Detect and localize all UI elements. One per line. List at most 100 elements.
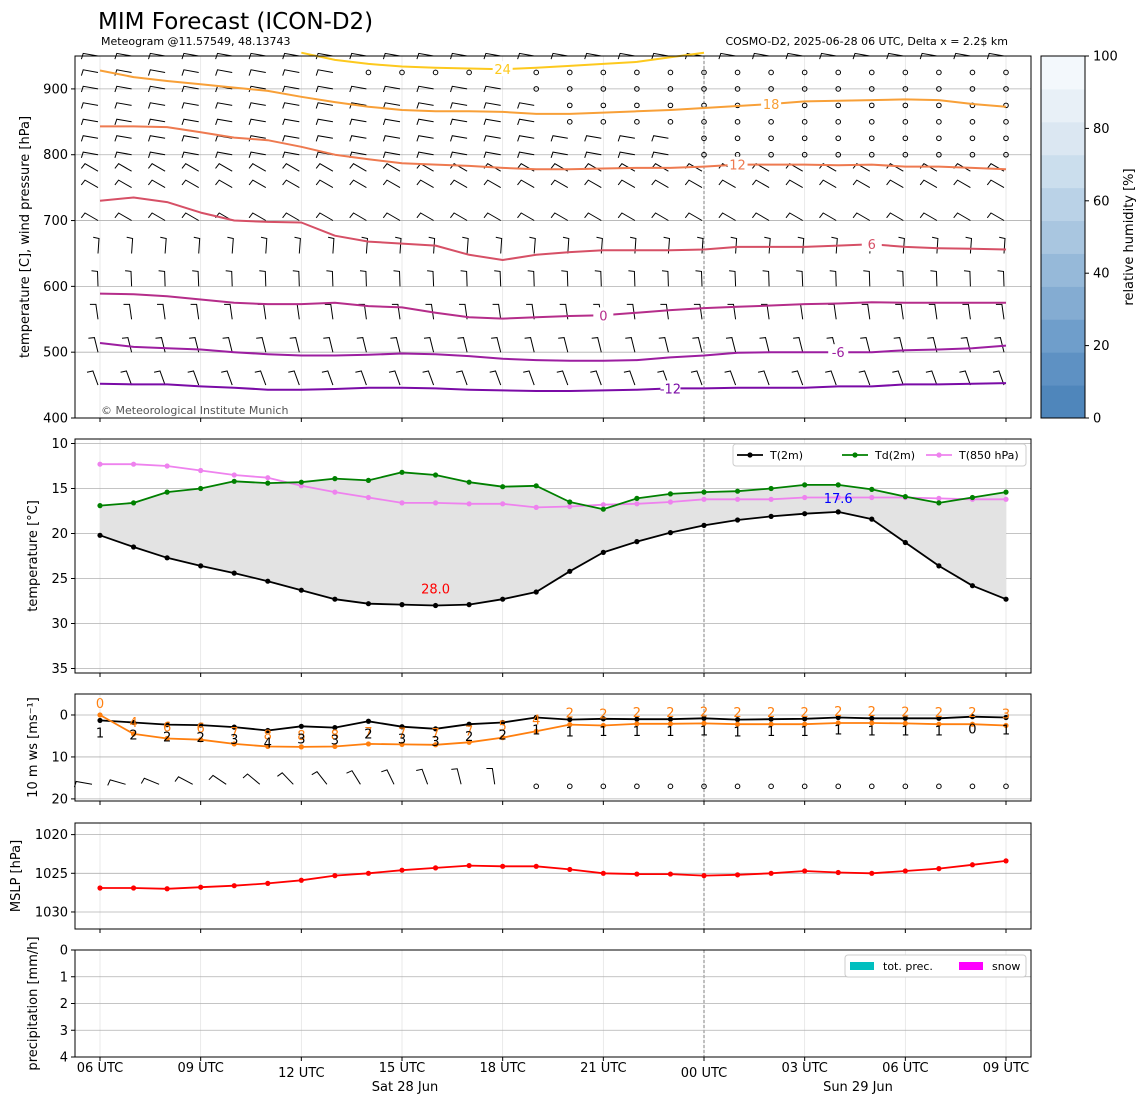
wind-barb <box>852 52 870 60</box>
gust-point <box>600 722 606 729</box>
mean-value-label: 1 <box>96 726 104 741</box>
calm-wind-marker <box>1003 119 1009 125</box>
gust-value-label: 2 <box>901 705 909 720</box>
ytick-label: 4 <box>60 1051 68 1066</box>
wind-barb <box>663 236 671 254</box>
gust-point <box>835 720 841 726</box>
mslp-point <box>600 870 606 876</box>
wind-barb <box>919 212 938 221</box>
calm-wind-marker <box>634 783 640 790</box>
wind-barb <box>242 773 261 785</box>
wind-barb <box>986 179 1005 189</box>
calm-wind-marker <box>600 102 607 109</box>
series-point-2 <box>802 494 808 501</box>
wind-barb <box>382 52 401 60</box>
wind-barb <box>382 163 401 172</box>
wind-barb <box>550 212 569 221</box>
calm-wind-marker <box>768 135 774 142</box>
wind-barb <box>684 52 703 60</box>
wind-barb <box>148 179 166 189</box>
colorbar-tick-label: 100 <box>1093 50 1118 65</box>
wind-barb <box>148 118 166 126</box>
mean-value-label: 3 <box>331 734 339 749</box>
wind-barb <box>248 151 266 158</box>
ytick-label: 10 <box>51 437 68 452</box>
wind-barb <box>93 236 100 254</box>
wind-barb <box>315 85 333 93</box>
wind-barb <box>724 370 737 386</box>
calm-wind-marker <box>868 119 875 125</box>
mean-value-label: 1 <box>868 724 876 739</box>
calm-wind-marker <box>902 783 909 790</box>
legend-entry: T(2m) <box>769 449 803 462</box>
wind-barb <box>259 270 267 287</box>
wind-barb <box>215 52 233 60</box>
gust-value-label: 7 <box>465 724 473 739</box>
wind-barb <box>928 303 938 320</box>
mslp-point <box>399 867 405 873</box>
wind-barb <box>181 135 199 142</box>
calm-wind-marker <box>1003 783 1009 790</box>
mean-value-label: 2 <box>163 731 171 746</box>
calm-wind-marker <box>868 151 875 158</box>
wind-barb <box>282 135 300 142</box>
series-point-0 <box>533 589 539 595</box>
gust-value-label: 8 <box>331 728 339 743</box>
gust-value-label: 8 <box>297 729 305 744</box>
series-point-0 <box>902 539 908 546</box>
wind-barb <box>550 151 568 158</box>
wind-barb <box>953 179 971 189</box>
wind-barb <box>148 163 166 172</box>
gust-point <box>1003 722 1009 729</box>
wind-barb <box>886 52 904 60</box>
calm-wind-marker <box>868 783 875 790</box>
series-point-0 <box>634 539 640 545</box>
panel-upper_air: 400 500 600 700 800 900 temperature [C], wind … <box>18 52 1032 427</box>
mean-wind-point <box>265 727 271 734</box>
calm-wind-marker <box>969 783 976 790</box>
calm-wind-marker <box>701 135 707 142</box>
mean-value-label: 0 <box>968 723 976 738</box>
wind-barb <box>248 212 267 221</box>
series-point-1 <box>466 479 472 485</box>
wind-barb <box>651 212 669 221</box>
wind-barb <box>282 52 300 60</box>
calm-wind-marker <box>566 69 573 76</box>
wind-barb <box>483 179 501 189</box>
wind-barb <box>225 270 233 287</box>
isotherm-label: 24 <box>494 63 511 78</box>
isotherm-6 <box>99 196 1007 261</box>
series-point-2 <box>567 503 573 510</box>
wind-barb <box>861 303 871 320</box>
wind-barb <box>315 118 333 126</box>
gust-point <box>432 742 439 748</box>
wind-barb <box>181 163 199 172</box>
legend-entry: T(850 hPa) <box>958 449 1019 462</box>
calm-wind-marker <box>969 151 976 158</box>
mslp-point <box>432 865 439 871</box>
ytick-label: 800 <box>43 148 68 163</box>
wind-barb <box>819 179 837 189</box>
wind-barb <box>125 270 133 287</box>
wind-barb <box>208 774 227 785</box>
mean-wind-point <box>332 724 338 731</box>
isotherm-label-bg <box>761 96 782 112</box>
wind-barb <box>359 270 367 287</box>
calm-wind-marker <box>835 151 842 158</box>
wind-barb <box>594 270 602 287</box>
series-point-1 <box>332 476 338 482</box>
calm-wind-marker <box>566 783 573 790</box>
wind-barb <box>450 179 468 189</box>
legend-swatch <box>959 962 983 970</box>
calm-wind-marker <box>734 135 741 142</box>
series-point-2 <box>500 501 506 507</box>
gust-value-label: 4 <box>532 713 540 728</box>
panel-temperature: 10 15 20 25 30 35 temperature [°C] 28.0 17.6 T(2m… <box>26 437 1032 677</box>
wind-barb <box>282 212 300 221</box>
wind-barb <box>752 179 770 189</box>
calm-wind-marker <box>801 135 808 142</box>
gust-value-label: 2 <box>767 706 775 721</box>
series-point-1 <box>634 495 640 501</box>
wind-barb <box>483 118 501 126</box>
mslp-point <box>332 873 338 879</box>
